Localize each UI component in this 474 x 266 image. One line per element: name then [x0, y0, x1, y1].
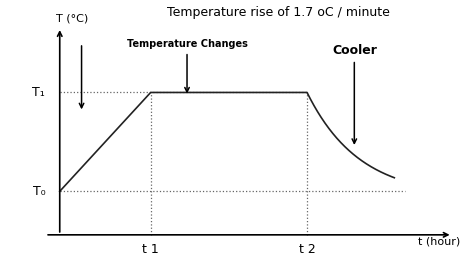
Text: t 2: t 2 [299, 243, 315, 256]
Text: Temperature rise of 1.7 oC / minute: Temperature rise of 1.7 oC / minute [167, 6, 390, 19]
Text: T (°C): T (°C) [56, 13, 88, 23]
Text: Temperature Changes: Temperature Changes [127, 39, 247, 92]
Text: t 1: t 1 [142, 243, 159, 256]
Text: T₀: T₀ [33, 185, 45, 198]
Text: T₁: T₁ [32, 86, 45, 99]
Text: Cooler: Cooler [332, 44, 377, 143]
Text: t (hour): t (hour) [418, 237, 460, 247]
